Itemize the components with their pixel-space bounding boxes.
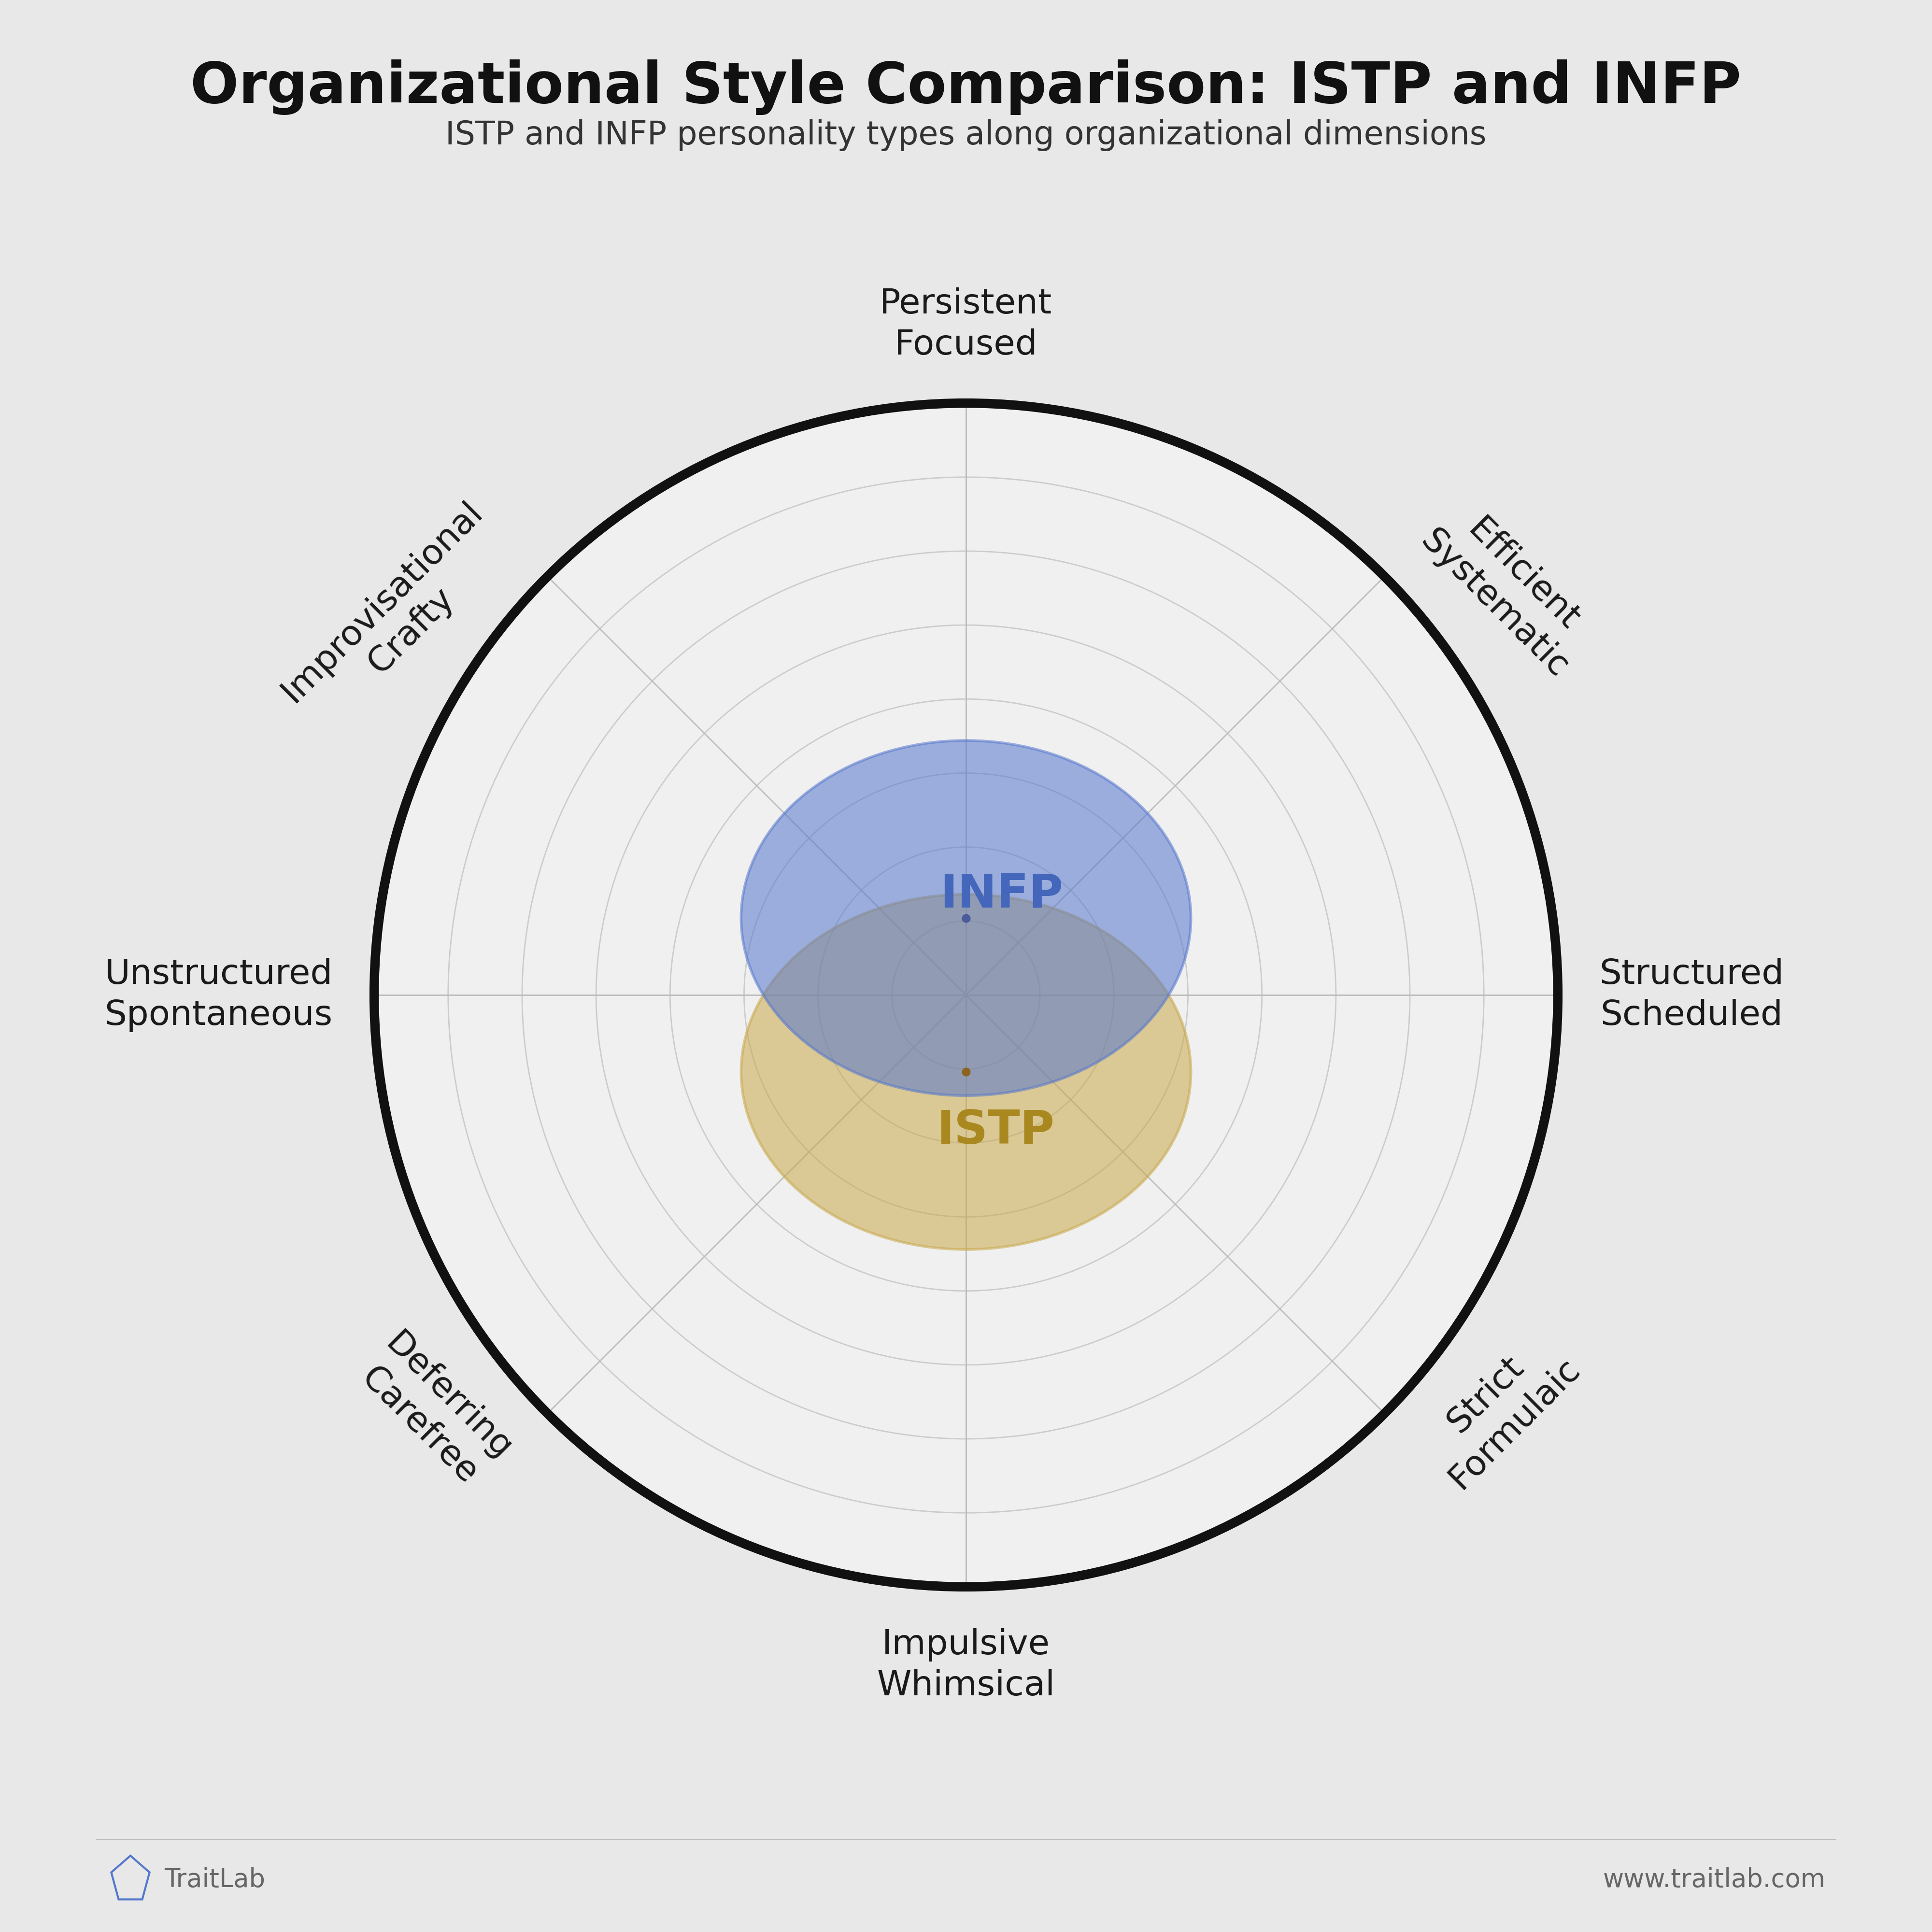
Text: Strict
Formulaic: Strict Formulaic	[1414, 1323, 1586, 1495]
Ellipse shape	[742, 895, 1190, 1250]
Ellipse shape	[742, 740, 1190, 1095]
Text: ISTP and INFP personality types along organizational dimensions: ISTP and INFP personality types along or…	[446, 120, 1486, 151]
Text: ISTP: ISTP	[937, 1109, 1055, 1153]
Text: Unstructured
Spontaneous: Unstructured Spontaneous	[104, 958, 332, 1032]
Text: Improvisational
Crafty: Improvisational Crafty	[274, 495, 518, 738]
Text: Organizational Style Comparison: ISTP and INFP: Organizational Style Comparison: ISTP an…	[191, 60, 1741, 114]
Text: www.traitlab.com: www.traitlab.com	[1604, 1866, 1826, 1893]
Text: INFP: INFP	[941, 871, 1063, 918]
Text: Persistent
Focused: Persistent Focused	[879, 288, 1053, 361]
Text: Impulsive
Whimsical: Impulsive Whimsical	[877, 1629, 1055, 1702]
Text: Structured
Scheduled: Structured Scheduled	[1600, 958, 1783, 1032]
Text: Efficient
Systematic: Efficient Systematic	[1414, 495, 1604, 684]
Text: Deferring
Carefree: Deferring Carefree	[350, 1327, 518, 1495]
Circle shape	[375, 404, 1557, 1586]
Text: TraitLab: TraitLab	[164, 1866, 265, 1893]
